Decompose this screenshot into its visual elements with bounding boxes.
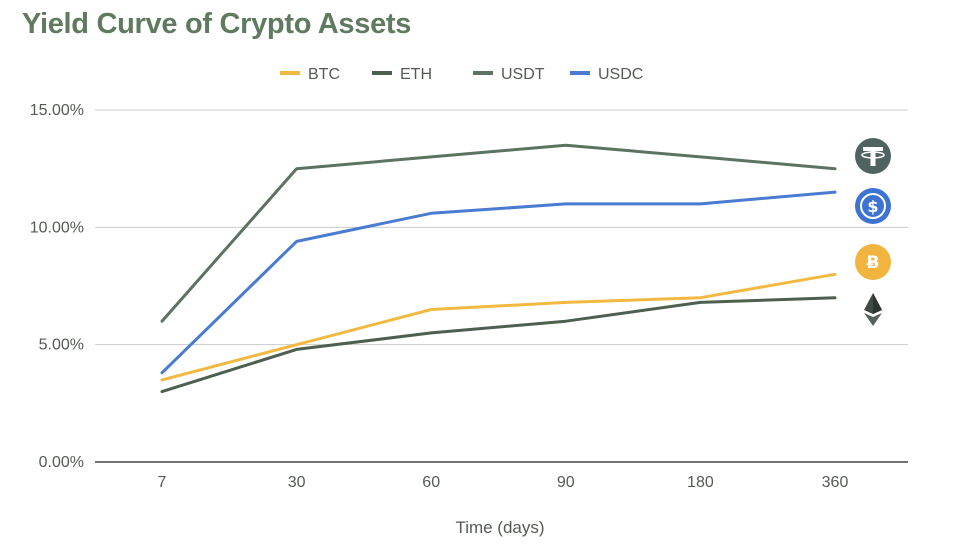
coin-icons: $Ƀ: [855, 138, 891, 326]
legend-label: USDC: [598, 66, 643, 83]
x-tick-label: 7: [158, 474, 167, 491]
tether-icon: [855, 138, 891, 174]
legend-label: USDT: [501, 66, 545, 83]
legend: BTC ETH USDT USDC: [280, 66, 643, 83]
svg-text:$: $: [867, 197, 878, 216]
series-line-btc: [160, 272, 837, 382]
chart-title: Yield Curve of Crypto Assets: [22, 8, 412, 40]
svg-text:Ƀ: Ƀ: [867, 253, 880, 273]
usd-coin-icon: $: [855, 188, 891, 224]
y-tick-label: 10.00%: [30, 219, 84, 236]
series-line-usdc: [160, 190, 837, 375]
x-tick-label: 180: [687, 474, 714, 491]
x-tick-label: 30: [288, 474, 306, 491]
y-tick-label: 5.00%: [39, 337, 84, 354]
legend-label: ETH: [400, 66, 432, 83]
x-tick-label: 360: [822, 474, 849, 491]
bitcoin-icon: Ƀ: [855, 244, 891, 280]
legend-label: BTC: [308, 66, 340, 83]
legend-item-eth: ETH: [372, 66, 432, 83]
legend-item-btc: BTC: [280, 66, 340, 83]
x-axis-title: Time (days): [455, 518, 544, 537]
series-lines: [160, 143, 837, 394]
x-tick-label: 90: [557, 474, 575, 491]
series-line-usdt: [160, 143, 837, 323]
y-axis-ticks: 0.00% 5.00% 10.00% 15.00%: [30, 102, 84, 471]
y-tick-label: 15.00%: [30, 102, 84, 119]
legend-item-usdc: USDC: [570, 66, 643, 83]
ethereum-icon: [864, 293, 882, 326]
gridlines: [95, 109, 908, 463]
legend-item-usdt: USDT: [473, 66, 545, 83]
y-tick-label: 0.00%: [39, 454, 84, 471]
x-tick-label: 60: [422, 474, 440, 491]
series-line-eth: [160, 296, 837, 394]
x-axis-ticks: 7 30 60 90 180 360: [158, 474, 849, 491]
